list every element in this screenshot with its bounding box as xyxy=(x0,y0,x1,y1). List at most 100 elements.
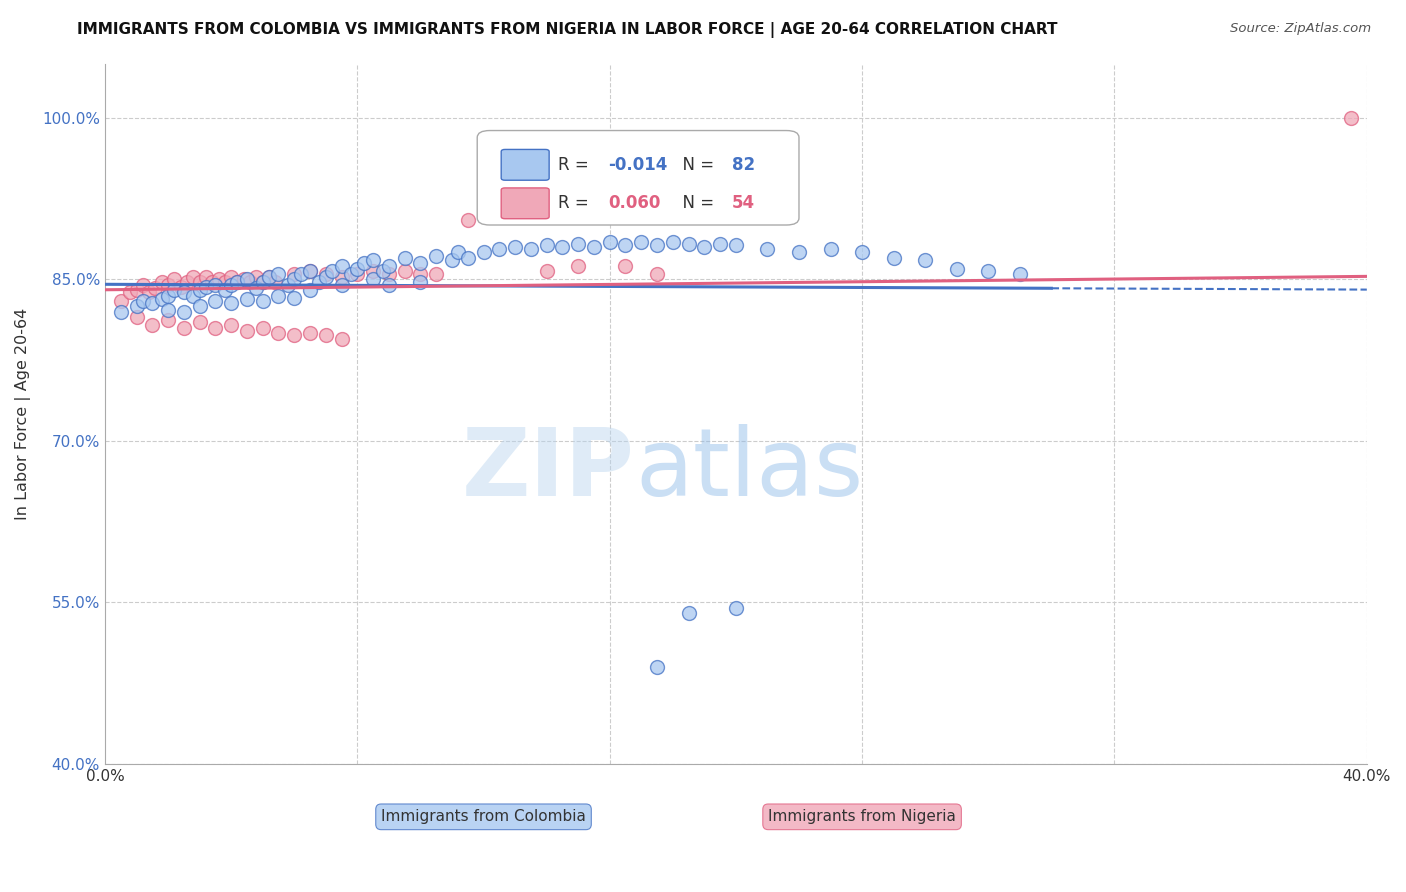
Point xyxy=(181,288,204,302)
Point xyxy=(457,213,479,227)
Point xyxy=(582,240,605,254)
Point xyxy=(207,272,229,286)
Point xyxy=(851,245,873,260)
Point xyxy=(394,264,416,278)
Point xyxy=(290,267,312,281)
Point xyxy=(145,281,167,295)
Point xyxy=(226,275,249,289)
Point xyxy=(239,275,262,289)
Text: N =: N = xyxy=(672,156,718,174)
Point xyxy=(157,302,180,317)
Point xyxy=(551,240,574,254)
Text: IMMIGRANTS FROM COLOMBIA VS IMMIGRANTS FROM NIGERIA IN LABOR FORCE | AGE 20-64 C: IMMIGRANTS FROM COLOMBIA VS IMMIGRANTS F… xyxy=(77,22,1057,38)
Point xyxy=(378,260,401,274)
Point xyxy=(361,264,384,278)
Text: Immigrants from Colombia: Immigrants from Colombia xyxy=(381,809,586,824)
Point xyxy=(214,275,236,289)
Point xyxy=(163,272,186,286)
Point xyxy=(378,267,401,281)
Point xyxy=(150,292,173,306)
Point xyxy=(163,283,186,297)
Point xyxy=(236,324,259,338)
Point xyxy=(520,242,543,256)
Point xyxy=(488,242,510,256)
Point xyxy=(132,293,155,308)
Point xyxy=(536,238,558,252)
Point xyxy=(440,252,463,267)
Text: Source: ZipAtlas.com: Source: ZipAtlas.com xyxy=(1230,22,1371,36)
Text: R =: R = xyxy=(558,194,593,212)
Point xyxy=(204,321,226,335)
Point xyxy=(194,280,217,294)
Point xyxy=(394,251,416,265)
Point xyxy=(787,245,810,260)
Point xyxy=(409,275,432,289)
Point xyxy=(201,275,224,289)
Point xyxy=(125,283,148,297)
Point xyxy=(236,292,259,306)
Point xyxy=(283,267,305,281)
Point xyxy=(283,328,305,343)
Point xyxy=(330,270,353,285)
Point xyxy=(157,313,180,327)
Point xyxy=(252,275,274,289)
Point xyxy=(150,275,173,289)
Point xyxy=(219,296,242,310)
Point xyxy=(264,275,287,289)
Text: R =: R = xyxy=(558,156,593,174)
Point xyxy=(425,249,447,263)
Point xyxy=(977,264,1000,278)
Point xyxy=(678,236,700,251)
Point xyxy=(353,256,375,270)
Point xyxy=(188,315,211,329)
Point xyxy=(252,275,274,289)
Point xyxy=(194,270,217,285)
Point xyxy=(236,272,259,286)
Point xyxy=(321,264,343,278)
Point xyxy=(330,332,353,346)
Point xyxy=(567,236,589,251)
Point xyxy=(252,321,274,335)
Point xyxy=(645,660,668,674)
Point xyxy=(298,283,321,297)
Point xyxy=(709,236,731,251)
Point xyxy=(298,326,321,341)
Point xyxy=(614,238,637,252)
Point xyxy=(298,264,321,278)
Point xyxy=(340,267,363,281)
Point xyxy=(176,275,198,289)
Point xyxy=(214,283,236,297)
Point xyxy=(188,283,211,297)
Point xyxy=(125,299,148,313)
Point xyxy=(361,252,384,267)
Text: 0.060: 0.060 xyxy=(609,194,661,212)
FancyBboxPatch shape xyxy=(477,130,799,225)
Point xyxy=(1340,111,1362,125)
Point xyxy=(120,285,142,300)
Point xyxy=(257,270,280,285)
Point xyxy=(693,240,716,254)
Point xyxy=(1008,267,1031,281)
FancyBboxPatch shape xyxy=(501,150,550,180)
Point xyxy=(219,270,242,285)
Point xyxy=(308,275,330,289)
Point xyxy=(630,235,652,249)
Point xyxy=(267,326,290,341)
Point xyxy=(409,256,432,270)
Point xyxy=(181,270,204,285)
Text: 82: 82 xyxy=(733,156,755,174)
Point xyxy=(662,235,685,249)
Point xyxy=(157,277,180,292)
Point xyxy=(283,272,305,286)
Point xyxy=(141,296,163,310)
Point xyxy=(567,260,589,274)
Point xyxy=(820,242,842,256)
Point xyxy=(245,270,267,285)
Point xyxy=(447,245,470,260)
Point xyxy=(315,270,337,285)
Point xyxy=(425,267,447,281)
FancyBboxPatch shape xyxy=(501,188,550,219)
Point xyxy=(315,328,337,343)
Point xyxy=(724,600,747,615)
Point xyxy=(361,272,384,286)
